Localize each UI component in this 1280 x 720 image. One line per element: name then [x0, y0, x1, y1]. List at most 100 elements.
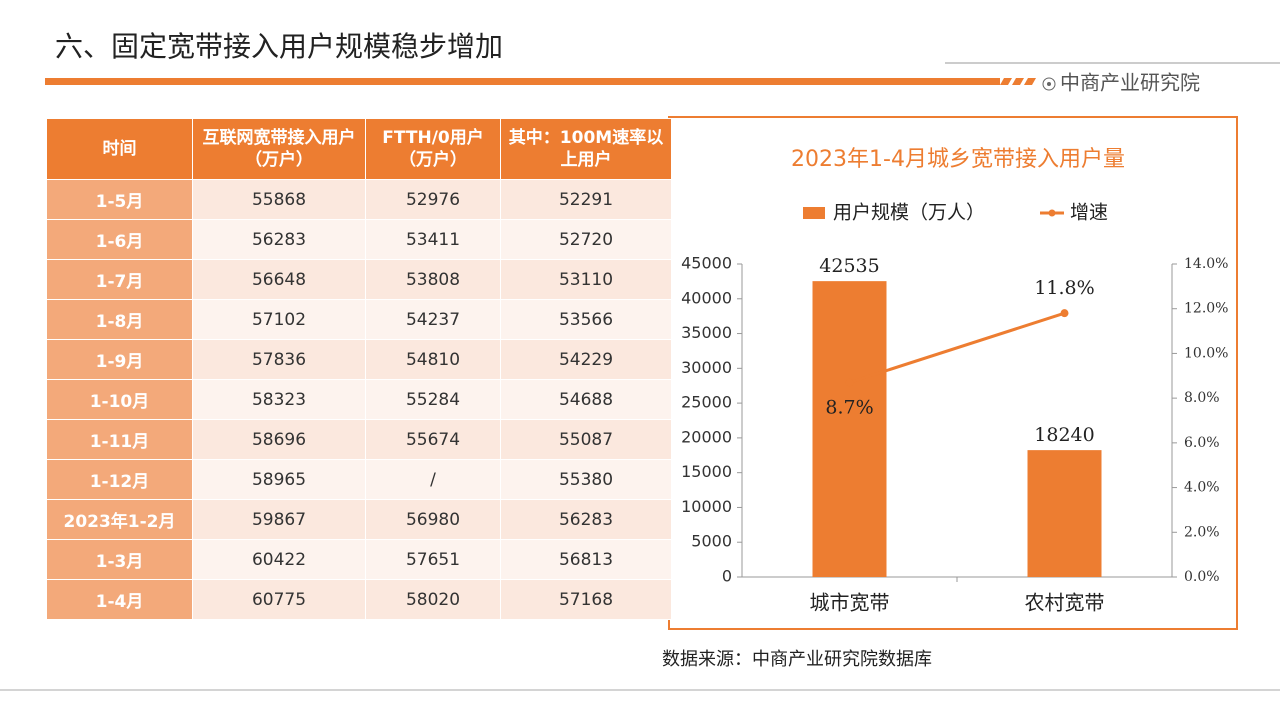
cell: 60422 — [192, 539, 366, 580]
cell: 54237 — [365, 299, 501, 340]
y2-tick-label: 8.0% — [1184, 390, 1220, 406]
row-label: 1-8月 — [46, 299, 193, 340]
legend-label: 用户规模（万人） — [833, 202, 985, 224]
y2-tick-label: 10.0% — [1184, 345, 1228, 361]
y-tick-label: 5000 — [691, 532, 732, 551]
cell: 53110 — [500, 259, 672, 300]
table-row: 1-6月 56283 53411 52720 — [46, 219, 672, 260]
cell: 60775 — [192, 579, 366, 620]
cell: 54810 — [365, 339, 501, 380]
table-row: 1-5月 55868 52976 52291 — [46, 179, 672, 220]
row-label: 1-10月 — [46, 379, 193, 420]
cell: 55380 — [500, 459, 672, 500]
cell: 54688 — [500, 379, 672, 420]
cell: 57102 — [192, 299, 366, 340]
table-row: 1-7月 56648 53808 53110 — [46, 259, 672, 300]
slide-title: 六、固定宽带接入用户规模稳步增加 — [55, 30, 503, 63]
cell: 59867 — [192, 499, 366, 540]
row-label: 1-11月 — [46, 419, 193, 460]
cell: 58696 — [192, 419, 366, 460]
legend-swatch-dot — [1048, 209, 1056, 217]
cell: 55284 — [365, 379, 501, 420]
chart-frame — [668, 116, 1238, 630]
line — [849, 311, 1065, 384]
legend-swatch — [803, 207, 825, 219]
cell: 56283 — [192, 219, 366, 260]
cell: 58965 — [192, 459, 366, 500]
bar — [1027, 450, 1102, 577]
cell: 56980 — [365, 499, 501, 540]
bar — [812, 281, 887, 577]
title-rule — [45, 78, 1000, 85]
bar-value-label: 18240 — [1034, 424, 1094, 446]
cell: 52291 — [500, 179, 672, 220]
y2-tick-label: 2.0% — [1184, 524, 1220, 540]
cell: 56283 — [500, 499, 672, 540]
y-tick-label: 25000 — [681, 393, 732, 412]
table-row: 1-12月 58965/55380 — [46, 459, 672, 500]
brand-icon-dot — [1047, 82, 1051, 86]
y-tick-label: 10000 — [681, 497, 732, 516]
cell: 58323 — [192, 379, 366, 420]
y-tick-label: 30000 — [681, 358, 732, 377]
header-cell: 时间 — [46, 118, 193, 180]
y-tick-label: 15000 — [681, 462, 732, 481]
y-tick-label: 0 — [722, 567, 732, 586]
row-label: 1-6月 — [46, 219, 193, 260]
table-row: 1-10月 58323 55284 54688 — [46, 379, 672, 420]
row-label: 1-9月 — [46, 339, 193, 380]
y-tick-label: 35000 — [681, 323, 732, 342]
cell: 57651 — [365, 539, 501, 580]
y-tick-label: 40000 — [681, 288, 732, 307]
cell: / — [365, 459, 501, 500]
cell: 58020 — [365, 579, 501, 620]
table-row: 1-8月 57102 54237 53566 — [46, 299, 672, 340]
y2-tick-label: 0.0% — [1184, 569, 1220, 585]
table-row: 1-3月 60422 57651 56813 — [46, 539, 672, 580]
y-tick-label: 45000 — [681, 254, 732, 273]
row-label: 1-7月 — [46, 259, 193, 300]
table-row: 1-9月 57836 54810 54229 — [46, 339, 672, 380]
brand-icon — [1042, 77, 1056, 91]
y-tick-label: 20000 — [681, 427, 732, 446]
cell: 52720 — [500, 219, 672, 260]
x-tick-label: 农村宽带 — [1025, 591, 1105, 615]
cell: 54229 — [500, 339, 672, 380]
stripes — [1000, 78, 1036, 85]
y2-tick-label: 6.0% — [1184, 435, 1220, 451]
row-label: 1-4月 — [46, 579, 193, 620]
header-cell: FTTH/0用户（万户） — [365, 118, 501, 180]
chart-title: 2023年1-4月城乡宽带接入用户量 — [791, 147, 1125, 172]
cell: 53808 — [365, 259, 501, 300]
table-row: 1-4月 60775 58020 57168 — [46, 579, 672, 620]
bar-value-label: 42535 — [819, 255, 879, 277]
cell: 57836 — [192, 339, 366, 380]
brand: 中商产业研究院 — [1060, 71, 1200, 95]
data-table: 时间 互联网宽带接入用户（万户） FTTH/0用户（万户） 其中：100M速率以上用户… — [46, 118, 672, 620]
row-label: 1-12月 — [46, 459, 193, 500]
line-point — [1060, 309, 1069, 318]
legend-label: 增速 — [1070, 202, 1108, 224]
header-cell: 互联网宽带接入用户（万户） — [192, 118, 366, 180]
x-tick-label: 城市宽带 — [810, 591, 890, 615]
row-label: 1-5月 — [46, 179, 193, 220]
line-value-label: 8.7% — [825, 396, 873, 418]
cell: 56648 — [192, 259, 366, 300]
table-row: 2023年1-2月 59867 56980 56283 — [46, 499, 672, 540]
cell: 55868 — [192, 179, 366, 220]
y2-tick-label: 12.0% — [1184, 301, 1228, 317]
y2-tick-label: 14.0% — [1184, 256, 1228, 272]
cell: 52976 — [365, 179, 501, 220]
line-value-label: 11.8% — [1034, 277, 1094, 299]
cell: 55087 — [500, 419, 672, 460]
y2-tick-label: 4.0% — [1184, 480, 1220, 496]
cell: 53566 — [500, 299, 672, 340]
row-label: 1-3月 — [46, 539, 193, 580]
cell: 56813 — [500, 539, 672, 580]
source: 数据来源：中商产业研究院数据库 — [662, 649, 932, 670]
cell: 55674 — [365, 419, 501, 460]
table-row: 1-11月 58696 55674 55087 — [46, 419, 672, 460]
cell: 57168 — [500, 579, 672, 620]
